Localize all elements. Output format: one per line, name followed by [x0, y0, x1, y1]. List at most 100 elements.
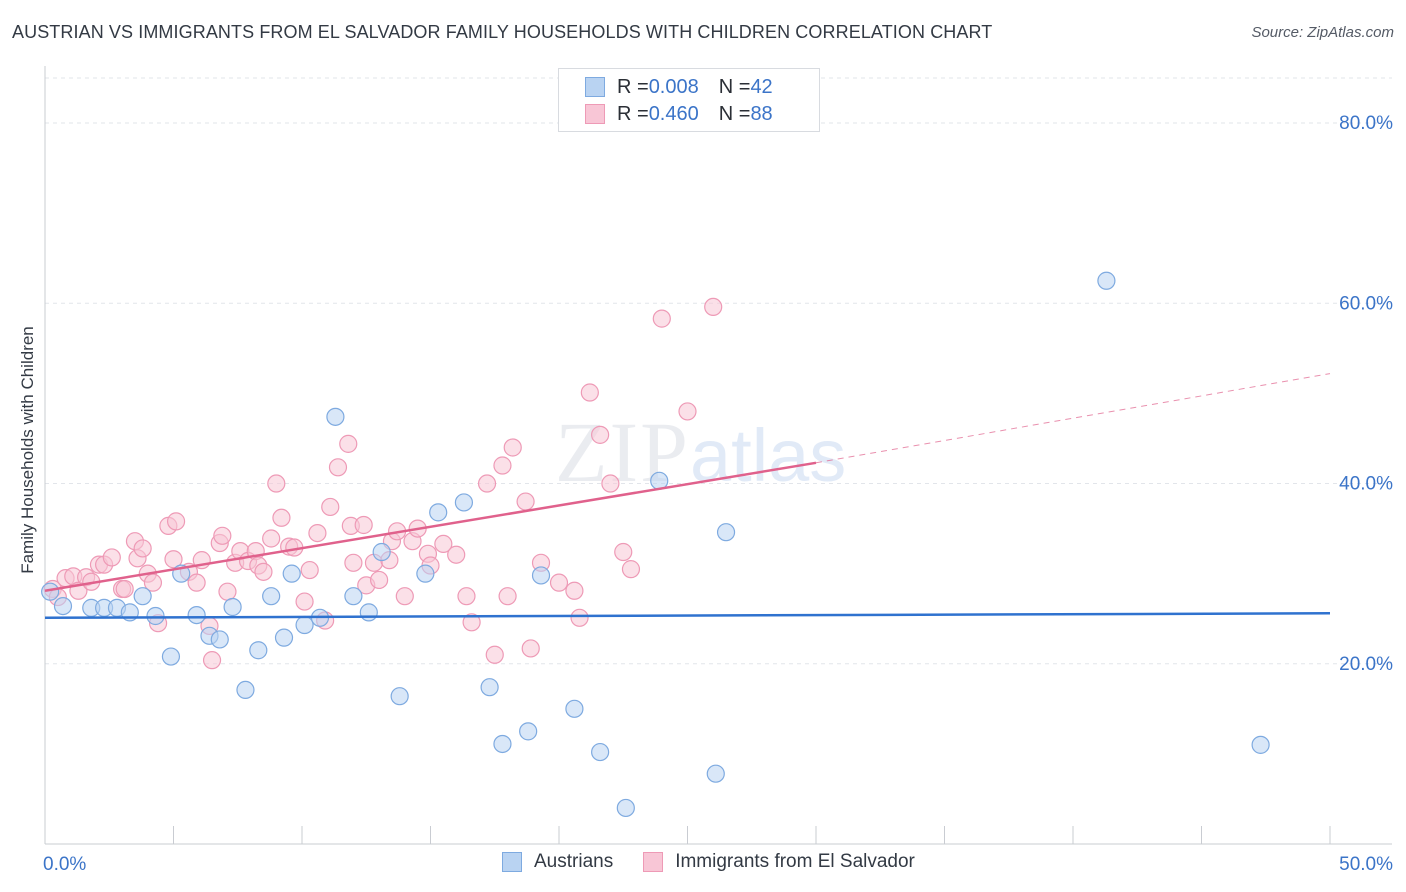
salvador-point: [678, 402, 697, 421]
salvador-point: [457, 587, 476, 606]
austrian-point: [249, 641, 268, 660]
salvador-point: [115, 579, 134, 599]
austrians-swatch: [502, 852, 522, 872]
salvador-point: [580, 383, 599, 402]
salvador-point: [133, 539, 152, 558]
n-value: 88: [750, 102, 773, 125]
salvador-point: [272, 508, 291, 527]
legend-row-austrians: R = 0.008 N = 42: [585, 75, 773, 99]
austrian-point: [295, 615, 314, 635]
salvador-point: [516, 492, 535, 511]
salvador-point: [328, 458, 348, 477]
salvador-point: [164, 550, 183, 569]
austrian-point: [223, 597, 242, 617]
x-tick-label: 0.0%: [43, 854, 86, 875]
austrian-point: [146, 606, 165, 626]
salvador-point: [485, 645, 504, 664]
salvador-point: [704, 297, 723, 316]
austrian-point: [41, 582, 60, 601]
salvador-point: [267, 474, 286, 493]
austrian-point: [616, 798, 635, 818]
austrian-point: [210, 630, 229, 649]
salvador-point: [143, 573, 163, 592]
austrians-swatch: [585, 77, 605, 97]
salvador-point: [339, 434, 358, 453]
austrian-point: [262, 587, 281, 606]
salvador-point: [300, 560, 319, 580]
salvador-point: [354, 515, 373, 535]
salvador-point: [591, 425, 610, 444]
legend-label-salvador: Immigrants from El Salvador: [675, 851, 915, 872]
legend-label-austrians: Austrians: [534, 851, 614, 872]
r-value: 0.460: [648, 102, 699, 125]
austrians-trend-line: [44, 612, 1331, 620]
salvador-point: [254, 562, 273, 581]
salvador-point: [166, 512, 186, 531]
salvador-point: [202, 651, 222, 670]
source-label: Source: ZipAtlas.com: [1251, 24, 1394, 41]
austrian-point: [236, 680, 255, 699]
salvador-point: [477, 474, 497, 493]
n-value: 42: [750, 75, 773, 98]
austrian-point: [359, 603, 378, 622]
austrian-point: [53, 596, 73, 616]
salvador-point: [262, 529, 281, 548]
austrian-point: [531, 566, 551, 585]
austrian-point: [326, 407, 345, 426]
salvador-point: [187, 573, 206, 592]
correlation-legend: R = 0.008 N = 42 R = 0.460 N = 88: [558, 68, 820, 132]
y-tick-label: 60.0%: [1339, 293, 1393, 314]
y-tick-label: 20.0%: [1339, 654, 1393, 675]
salvador-point: [601, 474, 620, 493]
salvador-point: [218, 582, 237, 601]
salvador-point: [521, 639, 540, 658]
austrian-point: [390, 687, 409, 706]
austrian-point: [565, 699, 584, 718]
salvador-point: [621, 560, 641, 579]
r-label: R =: [617, 75, 649, 98]
austrian-point: [706, 764, 725, 783]
chart-title: AUSTRIAN VS IMMIGRANTS FROM EL SALVADOR …: [12, 22, 993, 42]
legend-row-salvador: R = 0.460 N = 88: [585, 102, 773, 126]
salvador-trend-line: [44, 461, 817, 593]
austrian-point: [519, 722, 538, 741]
salvador-point: [447, 545, 466, 564]
salvador-point: [295, 592, 314, 611]
n-label: N =: [718, 75, 751, 98]
salvador-point: [434, 534, 453, 554]
austrian-point: [133, 587, 152, 606]
salvador-point: [652, 309, 671, 328]
salvador-point: [614, 542, 633, 562]
salvador-point: [102, 548, 121, 567]
austrian-point: [282, 564, 301, 583]
salvador-point: [344, 553, 363, 572]
austrian-point: [1251, 735, 1270, 754]
y-axis-label: Family Households with Children: [18, 326, 37, 574]
salvador-trend-extension: [815, 373, 1331, 464]
n-label: N =: [718, 102, 751, 125]
salvador-point: [503, 438, 522, 457]
salvador-point: [213, 526, 232, 545]
salvador-point: [395, 587, 414, 606]
legend-item-salvador[interactable]: Immigrants from El Salvador: [643, 851, 915, 873]
r-label: R =: [617, 102, 649, 125]
austrian-point: [161, 647, 181, 666]
series-legend: Austrians Immigrants from El Salvador: [502, 851, 945, 873]
salvador-point: [493, 456, 512, 475]
austrian-point: [454, 493, 474, 512]
salvador-swatch: [585, 104, 605, 124]
austrian-point: [372, 542, 391, 562]
r-value: 0.008: [648, 75, 699, 98]
austrian-point: [493, 734, 512, 754]
salvador-point: [565, 581, 584, 600]
austrian-point: [1097, 271, 1116, 290]
austrian-point: [344, 587, 363, 606]
austrian-point: [274, 628, 294, 647]
y-tick-label: 80.0%: [1339, 113, 1393, 134]
salvador-point: [321, 497, 340, 517]
legend-item-austrians[interactable]: Austrians: [502, 851, 613, 873]
salvador-point: [570, 608, 589, 627]
x-tick-label: 50.0%: [1339, 854, 1393, 875]
austrian-point: [716, 523, 736, 542]
